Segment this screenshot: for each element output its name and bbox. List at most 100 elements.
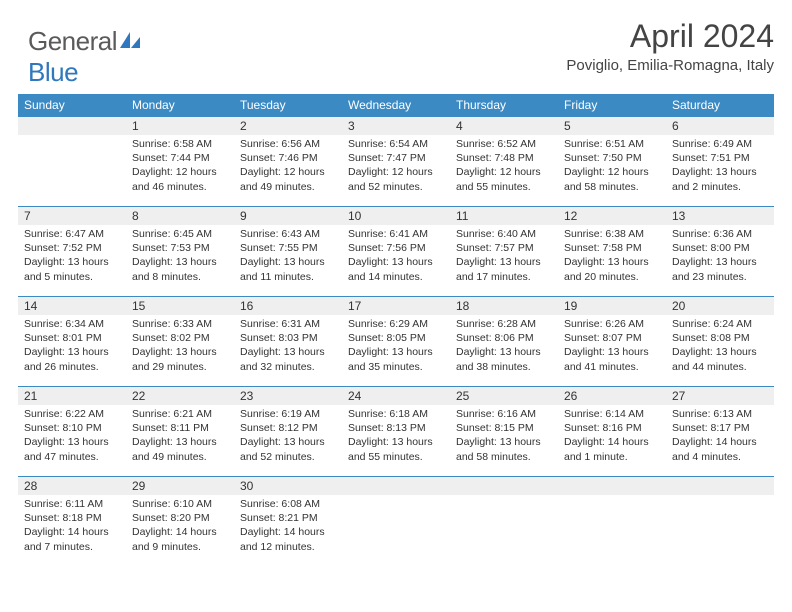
calendar-cell: 25Sunrise: 6:16 AMSunset: 8:15 PMDayligh…: [450, 386, 558, 476]
detail-line: Daylight: 14 hours and 9 minutes.: [132, 525, 228, 553]
cell-details: Sunrise: 6:14 AMSunset: 8:16 PMDaylight:…: [564, 405, 660, 464]
detail-line: Daylight: 13 hours and 41 minutes.: [564, 345, 660, 373]
page-header: GeneralBlue April 2024 Poviglio, Emilia-…: [18, 18, 774, 88]
cell-details: [672, 495, 768, 497]
cell-details: Sunrise: 6:19 AMSunset: 8:12 PMDaylight:…: [240, 405, 336, 464]
day-number: 26: [558, 386, 666, 405]
detail-line: Daylight: 14 hours and 7 minutes.: [24, 525, 120, 553]
cell-details: Sunrise: 6:22 AMSunset: 8:10 PMDaylight:…: [24, 405, 120, 464]
detail-line: Sunset: 8:07 PM: [564, 331, 660, 345]
day-number: [666, 476, 774, 495]
day-number: 20: [666, 296, 774, 315]
detail-line: Sunrise: 6:18 AM: [348, 407, 444, 421]
calendar-cell: 3Sunrise: 6:54 AMSunset: 7:47 PMDaylight…: [342, 116, 450, 206]
calendar-week-row: 28Sunrise: 6:11 AMSunset: 8:18 PMDayligh…: [18, 476, 774, 566]
day-number: 15: [126, 296, 234, 315]
day-number: 2: [234, 116, 342, 135]
weekday-header: Saturday: [666, 94, 774, 116]
calendar-week-row: 14Sunrise: 6:34 AMSunset: 8:01 PMDayligh…: [18, 296, 774, 386]
cell-details: Sunrise: 6:40 AMSunset: 7:57 PMDaylight:…: [456, 225, 552, 284]
cell-details: Sunrise: 6:26 AMSunset: 8:07 PMDaylight:…: [564, 315, 660, 374]
detail-line: Daylight: 13 hours and 32 minutes.: [240, 345, 336, 373]
detail-line: Daylight: 13 hours and 35 minutes.: [348, 345, 444, 373]
day-number: 23: [234, 386, 342, 405]
brand-part2: Blue: [28, 57, 78, 87]
day-number: 30: [234, 476, 342, 495]
detail-line: Sunrise: 6:51 AM: [564, 137, 660, 151]
detail-line: Daylight: 13 hours and 44 minutes.: [672, 345, 768, 373]
cell-details: Sunrise: 6:54 AMSunset: 7:47 PMDaylight:…: [348, 135, 444, 194]
detail-line: Daylight: 14 hours and 1 minute.: [564, 435, 660, 463]
calendar-cell: 22Sunrise: 6:21 AMSunset: 8:11 PMDayligh…: [126, 386, 234, 476]
cell-details: Sunrise: 6:29 AMSunset: 8:05 PMDaylight:…: [348, 315, 444, 374]
detail-line: Sunrise: 6:47 AM: [24, 227, 120, 241]
cell-details: Sunrise: 6:49 AMSunset: 7:51 PMDaylight:…: [672, 135, 768, 194]
detail-line: Sunset: 8:00 PM: [672, 241, 768, 255]
cell-details: Sunrise: 6:11 AMSunset: 8:18 PMDaylight:…: [24, 495, 120, 554]
calendar-cell: 28Sunrise: 6:11 AMSunset: 8:18 PMDayligh…: [18, 476, 126, 566]
detail-line: Daylight: 14 hours and 12 minutes.: [240, 525, 336, 553]
day-number: [450, 476, 558, 495]
day-number: [342, 476, 450, 495]
detail-line: Sunset: 7:51 PM: [672, 151, 768, 165]
day-number: 25: [450, 386, 558, 405]
calendar-cell: 6Sunrise: 6:49 AMSunset: 7:51 PMDaylight…: [666, 116, 774, 206]
detail-line: Sunrise: 6:54 AM: [348, 137, 444, 151]
detail-line: Sunset: 8:18 PM: [24, 511, 120, 525]
detail-line: Sunrise: 6:36 AM: [672, 227, 768, 241]
cell-details: Sunrise: 6:21 AMSunset: 8:11 PMDaylight:…: [132, 405, 228, 464]
detail-line: Sunset: 8:16 PM: [564, 421, 660, 435]
day-number: [18, 116, 126, 135]
day-number: 14: [18, 296, 126, 315]
calendar-cell: 18Sunrise: 6:28 AMSunset: 8:06 PMDayligh…: [450, 296, 558, 386]
day-number: 3: [342, 116, 450, 135]
day-number: 21: [18, 386, 126, 405]
calendar-cell: 26Sunrise: 6:14 AMSunset: 8:16 PMDayligh…: [558, 386, 666, 476]
calendar-cell: 21Sunrise: 6:22 AMSunset: 8:10 PMDayligh…: [18, 386, 126, 476]
brand-text: GeneralBlue: [28, 26, 141, 88]
title-block: April 2024 Poviglio, Emilia-Romagna, Ita…: [566, 18, 774, 74]
day-number: 10: [342, 206, 450, 225]
calendar-cell: 24Sunrise: 6:18 AMSunset: 8:13 PMDayligh…: [342, 386, 450, 476]
cell-details: Sunrise: 6:56 AMSunset: 7:46 PMDaylight:…: [240, 135, 336, 194]
detail-line: Daylight: 13 hours and 20 minutes.: [564, 255, 660, 283]
calendar-cell: [666, 476, 774, 566]
day-number: 28: [18, 476, 126, 495]
detail-line: Sunset: 8:17 PM: [672, 421, 768, 435]
cell-details: [24, 135, 120, 137]
detail-line: Daylight: 13 hours and 26 minutes.: [24, 345, 120, 373]
day-number: 1: [126, 116, 234, 135]
brand-logo: GeneralBlue: [28, 26, 141, 88]
day-number: 8: [126, 206, 234, 225]
detail-line: Sunset: 7:46 PM: [240, 151, 336, 165]
day-number: 7: [18, 206, 126, 225]
detail-line: Sunset: 7:53 PM: [132, 241, 228, 255]
detail-line: Sunrise: 6:41 AM: [348, 227, 444, 241]
calendar-cell: 1Sunrise: 6:58 AMSunset: 7:44 PMDaylight…: [126, 116, 234, 206]
weekday-header: Thursday: [450, 94, 558, 116]
detail-line: Sunset: 7:58 PM: [564, 241, 660, 255]
day-number: [558, 476, 666, 495]
detail-line: Sunrise: 6:52 AM: [456, 137, 552, 151]
cell-details: Sunrise: 6:13 AMSunset: 8:17 PMDaylight:…: [672, 405, 768, 464]
detail-line: Daylight: 13 hours and 55 minutes.: [348, 435, 444, 463]
calendar-cell: 19Sunrise: 6:26 AMSunset: 8:07 PMDayligh…: [558, 296, 666, 386]
detail-line: Sunset: 8:12 PM: [240, 421, 336, 435]
calendar-body: 1Sunrise: 6:58 AMSunset: 7:44 PMDaylight…: [18, 116, 774, 566]
detail-line: Sunset: 7:44 PM: [132, 151, 228, 165]
cell-details: Sunrise: 6:33 AMSunset: 8:02 PMDaylight:…: [132, 315, 228, 374]
cell-details: Sunrise: 6:52 AMSunset: 7:48 PMDaylight:…: [456, 135, 552, 194]
calendar-cell: 11Sunrise: 6:40 AMSunset: 7:57 PMDayligh…: [450, 206, 558, 296]
detail-line: Sunset: 8:02 PM: [132, 331, 228, 345]
detail-line: Sunrise: 6:26 AM: [564, 317, 660, 331]
cell-details: Sunrise: 6:38 AMSunset: 7:58 PMDaylight:…: [564, 225, 660, 284]
detail-line: Sunset: 8:20 PM: [132, 511, 228, 525]
calendar-cell: 23Sunrise: 6:19 AMSunset: 8:12 PMDayligh…: [234, 386, 342, 476]
detail-line: Sunset: 7:50 PM: [564, 151, 660, 165]
detail-line: Sunrise: 6:34 AM: [24, 317, 120, 331]
cell-details: Sunrise: 6:16 AMSunset: 8:15 PMDaylight:…: [456, 405, 552, 464]
detail-line: Daylight: 13 hours and 49 minutes.: [132, 435, 228, 463]
detail-line: Daylight: 12 hours and 52 minutes.: [348, 165, 444, 193]
calendar-cell: [450, 476, 558, 566]
calendar-header-row: SundayMondayTuesdayWednesdayThursdayFrid…: [18, 94, 774, 116]
